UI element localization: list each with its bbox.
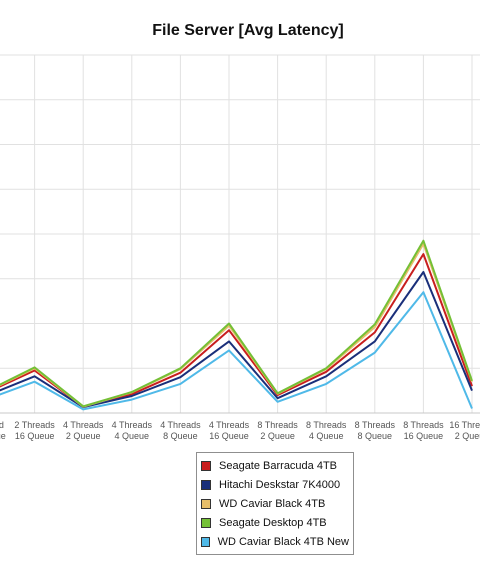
x-tick-label: 2 Queue: [260, 431, 295, 441]
legend-item[interactable]: Hitachi Deskstar 7K4000: [201, 475, 349, 494]
x-tick-label: 4 Queue: [309, 431, 344, 441]
legend-swatch: [201, 460, 211, 471]
legend-label: Hitachi Deskstar 7K4000: [219, 478, 341, 491]
x-tick-label: 2 Queue: [66, 431, 101, 441]
x-tick-label: 2 Threads: [14, 420, 55, 430]
legend-item[interactable]: WD Caviar Black 4TB: [201, 494, 349, 513]
x-tick-label: 32 Queue: [0, 431, 6, 441]
legend-label: WD Caviar Black 4TB: [219, 497, 326, 510]
x-tick-label: 4 Threads: [112, 420, 153, 430]
legend-item[interactable]: Seagate Barracuda 4TB: [201, 456, 349, 475]
x-tick-label: 4 Queue: [115, 431, 150, 441]
series-line-seagate-desktop-4tb: [0, 239, 473, 408]
legend-swatch: [201, 536, 210, 547]
x-tick-label: 4 Threads: [63, 420, 104, 430]
x-tick-label: 16 Queue: [404, 431, 444, 441]
x-tick-label: 8 Threads: [257, 420, 298, 430]
series-line-wd-caviar-black-4tb: [0, 242, 473, 408]
series-line-wd-caviar-black-4tb-new: [0, 291, 473, 411]
legend-label: Seagate Desktop 4TB: [219, 516, 327, 529]
legend-label: WD Caviar Black 4TB New: [217, 535, 349, 548]
legend-item[interactable]: Seagate Desktop 4TB: [201, 513, 349, 532]
x-tick-label: 16 Queue: [15, 431, 55, 441]
legend-swatch: [201, 479, 211, 490]
x-tick-label: 8 Threads: [403, 420, 444, 430]
x-tick-label: 8 Queue: [163, 431, 198, 441]
x-tick-label: 8 Queue: [358, 431, 393, 441]
x-tick-label: 16 Threads: [449, 420, 480, 430]
chart-title: File Server [Avg Latency]: [152, 22, 343, 39]
x-tick-label: 16 Queue: [209, 431, 249, 441]
legend-item[interactable]: WD Caviar Black 4TB New: [201, 532, 349, 551]
x-tick-label: 2 Queue: [455, 431, 480, 441]
x-tick-label: 4 Threads: [209, 420, 250, 430]
grid: [0, 54, 480, 413]
x-tick-label: 8 Threads: [306, 420, 347, 430]
x-tick-label: 8 Threads: [355, 420, 396, 430]
x-tick-label: 4 Threads: [160, 420, 201, 430]
legend-swatch: [201, 498, 211, 509]
series-lines: [0, 239, 473, 411]
legend: Seagate Barracuda 4TB Hitachi Deskstar 7K…: [196, 452, 354, 555]
x-tick-label: 1 Thread: [0, 420, 4, 430]
legend-label: Seagate Barracuda 4TB: [219, 459, 338, 472]
legend-swatch: [201, 517, 211, 528]
series-line-hitachi-deskstar-7k4000: [0, 271, 473, 409]
